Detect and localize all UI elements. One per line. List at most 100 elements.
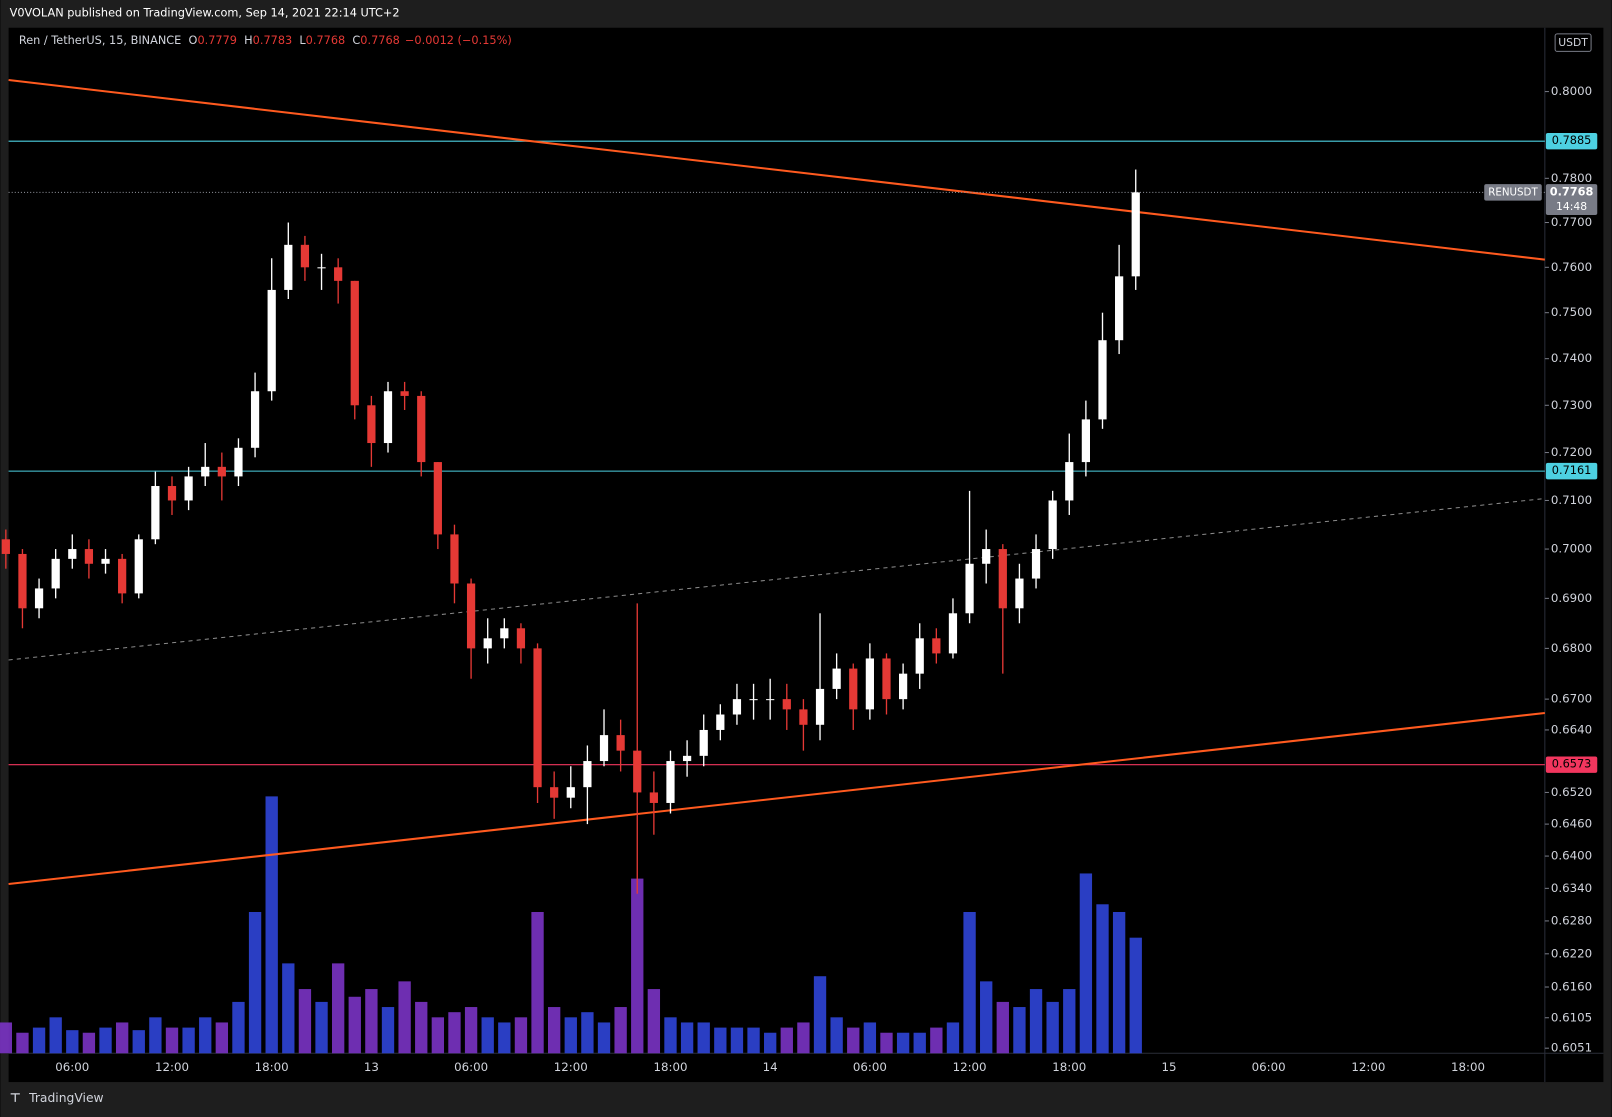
y-tick-label: 0.7100: [1551, 493, 1592, 507]
candle-body: [948, 613, 958, 654]
candle-body: [68, 549, 77, 559]
volume-bar: [82, 1032, 96, 1054]
legend-value: 0.7768: [306, 34, 346, 47]
volume-bar: [331, 963, 345, 1054]
candle-body: [965, 563, 974, 614]
volume-bar: [996, 1001, 1009, 1054]
y-tick-label: 0.6160: [1551, 980, 1592, 994]
candle-body: [101, 558, 110, 564]
candle-body: [782, 699, 791, 710]
candle-body: [267, 289, 276, 392]
volume-bar: [32, 1027, 46, 1054]
volume-bar: [1013, 1007, 1026, 1054]
volume-bar: [963, 911, 976, 1054]
volume-bar: [581, 1012, 594, 1054]
volume-bar: [863, 1022, 877, 1054]
legend-symbol: Ren / TetherUS, 15, BINANCE: [19, 34, 181, 47]
candle-body: [616, 735, 625, 751]
candle-body: [799, 709, 808, 725]
volume-bar: [564, 1017, 577, 1054]
y-tick-label: 0.6520: [1551, 785, 1592, 799]
candle-body: [1098, 340, 1107, 420]
volume-bar: [248, 911, 262, 1054]
y-tick-label: 0.6105: [1551, 1010, 1592, 1024]
volume-bar: [664, 1017, 677, 1054]
legend-key: L: [299, 34, 306, 47]
x-tick-label: 06:00: [55, 1060, 89, 1074]
y-tick-label: 0.6220: [1551, 946, 1592, 960]
level-tag-label: 0.7161: [1552, 464, 1592, 477]
x-tick-label: 15: [1161, 1060, 1176, 1074]
y-tick-label: 0.7300: [1551, 398, 1592, 412]
y-tick-label: 0.7600: [1551, 260, 1592, 274]
x-tick-label: 12:00: [1351, 1060, 1385, 1074]
volume-bar: [298, 989, 312, 1054]
candle-body: [849, 668, 858, 710]
y-tick-label: 0.7500: [1551, 305, 1592, 319]
candle-body: [250, 391, 260, 448]
volume-bar: [614, 1007, 627, 1054]
volume-bar: [481, 1017, 494, 1054]
volume-bar: [448, 1012, 461, 1054]
currency-box: [1554, 33, 1592, 52]
candle-body: [284, 244, 293, 290]
volume-bar: [764, 1032, 777, 1054]
candle-body: [234, 447, 243, 477]
candle-body: [1015, 578, 1024, 609]
level-tag: [1545, 756, 1598, 773]
volume-bar: [597, 1022, 611, 1054]
candle-body: [134, 539, 143, 594]
volume-bar: [847, 1027, 860, 1054]
candle-body: [666, 761, 675, 803]
volume-bar: [16, 1032, 29, 1054]
candle-body: [334, 267, 343, 281]
candle-body: [749, 699, 758, 701]
candle-body: [151, 486, 160, 540]
volume-bar: [398, 981, 411, 1054]
x-tick-label: 12:00: [554, 1060, 588, 1074]
volume-bar: [730, 1027, 744, 1054]
y-tick-label: 0.6800: [1551, 641, 1592, 655]
candle-body: [1031, 549, 1041, 579]
volume-bar: [1063, 989, 1076, 1054]
candle-body: [417, 395, 426, 463]
x-tick-label: 14: [763, 1060, 778, 1074]
level-tag-label: 0.6573: [1552, 758, 1592, 771]
volume-bar: [415, 1001, 428, 1054]
x-tick-label: 06:00: [454, 1060, 488, 1074]
candle-body: [633, 750, 642, 793]
candle-body: [682, 755, 692, 762]
candle-body: [716, 714, 725, 730]
candle-body: [1, 539, 10, 554]
level-tag-label: 0.7885: [1552, 134, 1592, 147]
x-tick-label: 18:00: [255, 1060, 289, 1074]
x-tick-label: 18:00: [1451, 1060, 1485, 1074]
trend-line: [8, 711, 1545, 886]
candle-body: [483, 638, 492, 649]
candle-body: [1115, 276, 1124, 341]
volume-bar: [913, 1032, 926, 1054]
candle-body: [450, 534, 459, 584]
x-tick-label: 06:00: [853, 1060, 887, 1074]
candle-body: [184, 476, 193, 501]
candle-body: [217, 466, 226, 477]
candle-body: [400, 391, 409, 396]
candle-body: [865, 658, 874, 710]
trend-line: [8, 498, 1545, 661]
candle-body: [51, 558, 60, 589]
y-tick-label: 0.7000: [1551, 542, 1592, 556]
candle-body: [832, 668, 841, 689]
candle-body: [732, 699, 742, 715]
brand: TradingView: [28, 1091, 104, 1105]
y-tick-label: 0.6460: [1551, 817, 1592, 831]
volume-bar: [365, 989, 378, 1054]
y-tick-label: 0.6700: [1551, 692, 1592, 706]
legend-value: 0.7783: [253, 34, 293, 47]
price-tag: [1545, 184, 1598, 216]
x-tick-label: 12:00: [155, 1060, 189, 1074]
y-tick-label: 0.7200: [1551, 445, 1592, 459]
volume-bar: [315, 1001, 328, 1054]
volume-bar: [282, 963, 295, 1054]
volume-bar: [1046, 1001, 1059, 1054]
